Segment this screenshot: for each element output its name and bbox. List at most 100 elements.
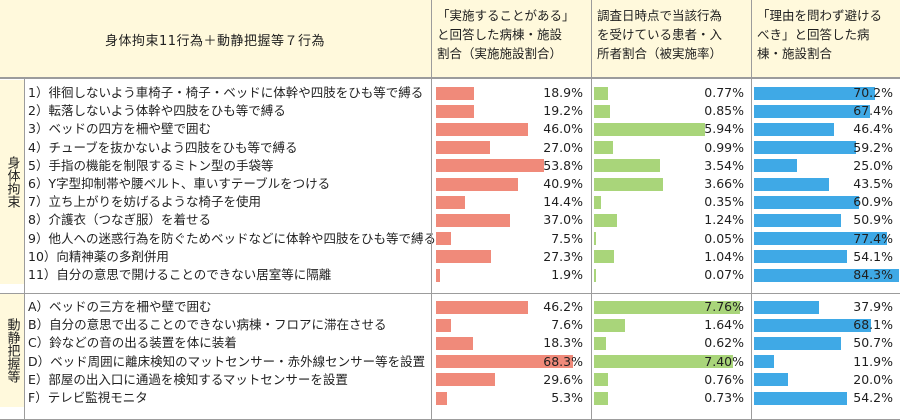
value-label-v2: 1.24% (704, 212, 744, 228)
value-label-v3: 54.1% (853, 248, 893, 264)
value-label-v1: 14.4% (543, 194, 583, 210)
row-label: 3）ベッドの四方を柵や壁で囲む (28, 121, 211, 137)
row-label: 2）転落しないよう体幹や四肢をひも等で縛る (28, 103, 286, 119)
row-label: E）部屋の出入口に通過を検知するマットセンサーを設置 (28, 371, 348, 387)
bar-v1 (436, 213, 510, 227)
value-label-v1: 40.9% (543, 176, 583, 191)
row-label: 5）手指の機能を制限するミトン型の手袋等 (28, 157, 274, 173)
bar-v1 (436, 355, 573, 369)
value-label-v2: 5.94% (704, 121, 744, 137)
bar-v3 (754, 122, 834, 136)
bar-v3 (754, 159, 797, 173)
bar-v2 (594, 213, 618, 227)
bar-v1 (436, 268, 440, 282)
value-label-v3: 84.3% (853, 267, 893, 282)
bar-v2 (594, 336, 606, 350)
bar-v3 (754, 250, 847, 264)
bar-v3 (754, 195, 859, 209)
value-label-v3: 50.9% (853, 212, 893, 228)
value-label-v3: 11.9% (853, 353, 893, 369)
row-label: 1）徘徊しないよう車椅子・椅子・ベッドに体幹や四肢をひも等で縛る (28, 85, 424, 100)
bar-v2 (594, 373, 609, 387)
bar-v2 (594, 318, 625, 332)
bar-v3 (754, 86, 875, 100)
row-label: B）自分の意思で出ることのできない病棟・フロアに滞在させる (28, 317, 387, 333)
bar-v2 (594, 177, 663, 191)
value-label-v3: 37.9% (853, 299, 893, 314)
value-label-v2: 1.04% (704, 248, 744, 264)
value-label-v1: 29.6% (543, 371, 583, 387)
value-label-v2: 1.64% (704, 317, 744, 333)
grid-line (0, 293, 900, 294)
value-label-v3: 50.7% (853, 335, 893, 351)
value-label-v3: 54.2% (853, 390, 893, 405)
row-label: 11）自分の意思で開けることのできない居室等に隔離 (28, 267, 332, 282)
bar-v1 (436, 195, 465, 209)
row-label: F）テレビ監視モニタ (28, 390, 148, 405)
value-label-v2: 0.07% (704, 267, 744, 282)
bar-v3 (754, 268, 899, 282)
bar-v2 (594, 355, 733, 369)
bar-v2 (594, 159, 661, 173)
header-title: 身体拘束11行為＋動静把握等７行為 (104, 33, 326, 49)
bar-v1 (436, 391, 447, 405)
value-label-v3: 43.5% (853, 176, 893, 191)
value-label-v1: 46.2% (543, 299, 583, 314)
row-label: 7）立ち上がりを妨げるような椅子を使用 (28, 194, 261, 210)
bar-v3 (754, 300, 820, 314)
value-label-v2: 0.62% (704, 335, 744, 351)
bar-v3 (754, 391, 848, 405)
value-label-v3: 67.4% (853, 103, 893, 119)
bar-v3 (754, 318, 871, 332)
bar-v3 (754, 336, 842, 350)
bar-v2 (594, 195, 601, 209)
row-label: 8）介護衣（つなぎ服）を着せる (28, 212, 211, 228)
bar-v1 (436, 300, 529, 314)
value-label-v1: 19.2% (543, 103, 583, 119)
value-label-v1: 68.3% (543, 353, 583, 369)
bar-v2 (594, 232, 596, 246)
bar-v3 (754, 104, 870, 118)
bar-v2 (594, 268, 596, 282)
value-label-v2: 0.85% (704, 103, 744, 119)
value-label-v1: 27.3% (543, 248, 583, 264)
value-label-v1: 18.9% (543, 85, 583, 100)
bar-v2 (594, 300, 740, 314)
bar-v2 (594, 391, 608, 405)
value-label-v1: 7.5% (551, 230, 583, 246)
grid-line (24, 78, 25, 420)
grid-line (0, 78, 900, 79)
value-label-v2: 7.76% (704, 299, 744, 314)
value-label-v1: 18.3% (543, 335, 583, 351)
value-label-v3: 25.0% (853, 157, 893, 173)
bar-v3 (754, 141, 856, 155)
bar-v1 (436, 104, 475, 118)
value-label-v1: 7.6% (551, 317, 583, 333)
group-label: 動静把握等 (4, 318, 20, 384)
value-label-v3: 77.4% (853, 230, 893, 246)
bar-v1 (436, 232, 451, 246)
group-band (0, 80, 24, 285)
row-label: D）ベッド周囲に離床検知のマットセンサー・赤外線センサー等を設置 (28, 353, 426, 369)
value-label-v1: 5.3% (551, 390, 583, 405)
bar-v1 (436, 318, 452, 332)
value-label-v3: 70.2% (853, 85, 893, 100)
value-label-v2: 0.99% (704, 139, 744, 155)
row-label: 10）向精神薬の多剤併用 (28, 248, 169, 264)
value-label-v2: 7.40% (704, 353, 744, 369)
value-label-v2: 3.54% (704, 157, 744, 173)
value-label-v2: 3.66% (704, 176, 744, 191)
col3-header: 「理由を問わず避ける べき」と回答した病 棟・施設割合 (757, 8, 883, 61)
value-label-v3: 68.1% (853, 317, 893, 333)
bar-v2 (594, 122, 706, 136)
value-label-v3: 60.9% (853, 194, 893, 210)
bar-v2 (594, 141, 613, 155)
grid-line (751, 0, 752, 420)
value-label-v1: 46.0% (543, 121, 583, 137)
bar-v1 (436, 336, 473, 350)
row-label: A）ベッドの三方を柵や壁で囲む (28, 299, 212, 314)
value-label-v1: 27.0% (543, 139, 583, 155)
value-label-v1: 53.8% (543, 157, 583, 173)
bar-v3 (754, 355, 775, 369)
value-label-v1: 1.9% (551, 267, 583, 282)
